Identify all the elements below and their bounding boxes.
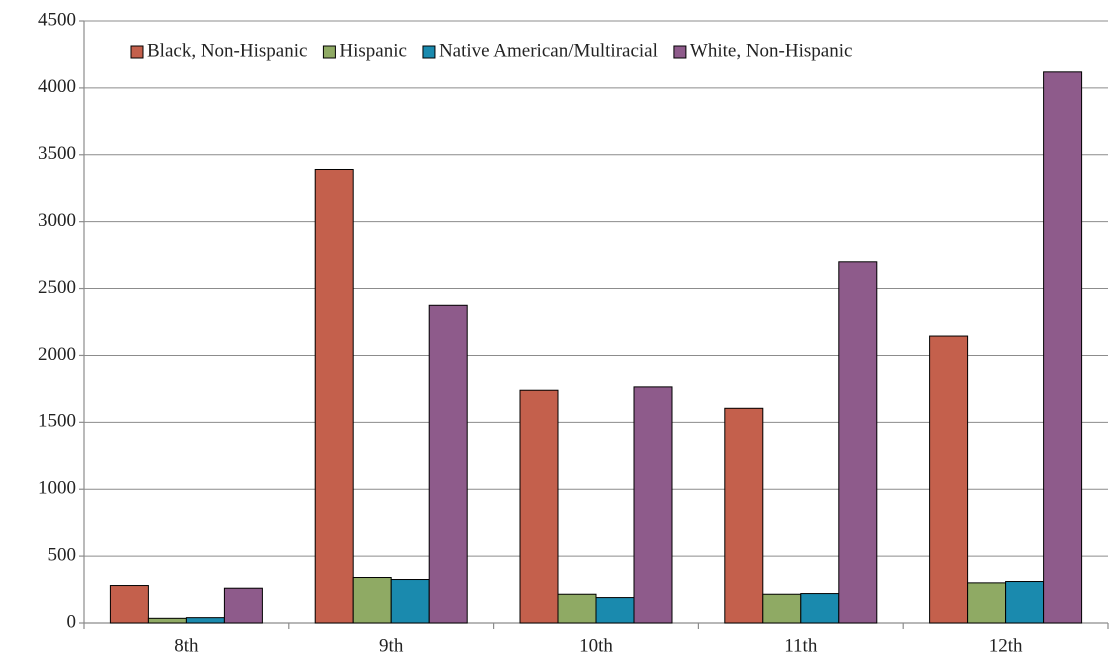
y-tick-label: 1000 <box>38 478 76 499</box>
x-tick-label: 8th <box>174 635 199 656</box>
legend-label: White, Non-Hispanic <box>690 40 853 61</box>
bar <box>352 577 392 624</box>
legend-label: Native American/Multiracial <box>439 40 658 61</box>
y-tick-label: 4000 <box>38 76 76 97</box>
y-tick-label: 3000 <box>38 210 76 231</box>
bar <box>800 593 840 624</box>
legend-swatch <box>322 45 336 59</box>
bar <box>762 593 802 624</box>
bar <box>595 597 635 624</box>
bar <box>519 389 559 624</box>
y-tick-label: 0 <box>67 611 77 632</box>
x-tick-label: 12th <box>989 635 1023 656</box>
bar <box>724 407 764 624</box>
bar <box>185 617 225 624</box>
x-tick-label: 11th <box>784 635 818 656</box>
y-tick-label: 1500 <box>38 411 76 432</box>
bar <box>109 585 149 624</box>
y-tick-label: 3500 <box>38 143 76 164</box>
bar <box>223 587 263 624</box>
bar <box>557 593 597 624</box>
bar <box>1043 71 1083 624</box>
bar <box>1005 581 1045 624</box>
legend-swatch <box>673 45 687 59</box>
x-tick-label: 10th <box>579 635 613 656</box>
bar <box>967 582 1007 624</box>
legend-label: Hispanic <box>339 40 407 61</box>
bar <box>929 335 969 624</box>
bar <box>147 617 187 624</box>
y-tick-label: 2500 <box>38 277 76 298</box>
x-tick-label: 9th <box>379 635 404 656</box>
legend-swatch <box>130 45 144 59</box>
bar <box>390 579 430 624</box>
legend-label: Black, Non-Hispanic <box>147 40 307 61</box>
bar <box>838 261 878 624</box>
y-tick-label: 4500 <box>38 9 76 30</box>
bar <box>314 168 354 624</box>
legend-swatch <box>422 45 436 59</box>
bar <box>633 386 673 624</box>
y-tick-label: 2000 <box>38 344 76 365</box>
y-tick-label: 500 <box>48 544 77 565</box>
bar <box>428 304 468 624</box>
